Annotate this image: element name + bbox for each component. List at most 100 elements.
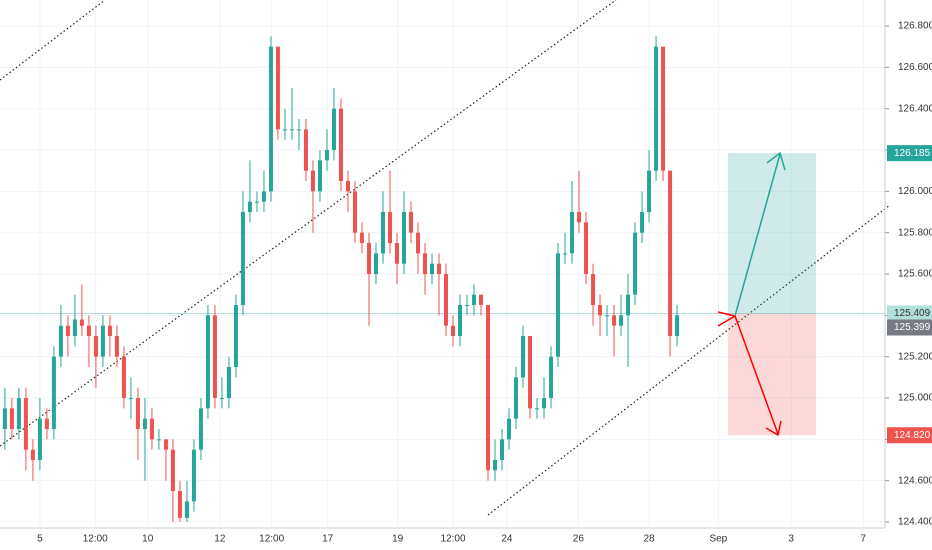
- candle-body: [86, 325, 91, 337]
- candle-body: [240, 212, 245, 306]
- candle-body: [9, 408, 14, 430]
- x-tick-label: 3: [788, 534, 794, 545]
- candle-body: [422, 253, 427, 275]
- stop-zone: [728, 313, 816, 436]
- price-label: 125.409: [894, 308, 931, 319]
- candle-body: [408, 212, 413, 233]
- candle-body: [436, 263, 441, 275]
- x-tick-label: 17: [322, 534, 334, 545]
- price-label: 126.185: [894, 148, 931, 159]
- candle-body: [282, 129, 287, 131]
- candle-body: [472, 294, 477, 306]
- candle-body: [352, 191, 357, 233]
- candle-body: [30, 449, 35, 461]
- x-tick-label: 5: [37, 534, 43, 545]
- candle-body: [58, 325, 63, 357]
- candle-body: [366, 243, 371, 275]
- candle-body: [570, 212, 575, 254]
- candle-body: [661, 46, 666, 171]
- x-tick-label: 12:00: [259, 534, 284, 545]
- candle-body: [458, 305, 463, 337]
- axes: 124.400124.600124.800125.000125.200125.4…: [37, 21, 932, 545]
- candle-body: [72, 319, 77, 337]
- candle-body: [359, 232, 364, 244]
- candle-body: [317, 160, 322, 192]
- candle-body: [633, 232, 638, 295]
- candle-body: [338, 108, 343, 182]
- candle-body: [114, 336, 119, 357]
- candle-body: [493, 460, 498, 471]
- x-tick-label: 12:00: [83, 534, 108, 545]
- x-tick-label: Sep: [709, 534, 727, 545]
- candle-body: [500, 439, 505, 461]
- price-label-box: [887, 145, 932, 162]
- candle-body: [177, 491, 182, 518]
- candle-body: [507, 418, 512, 440]
- candle-body: [2, 408, 7, 430]
- candle-body: [275, 46, 280, 130]
- y-tick-label: 124.600: [898, 475, 932, 486]
- candle-body: [577, 212, 582, 223]
- channel-line: [487, 204, 891, 516]
- candle-body: [331, 108, 336, 151]
- candle-body: [563, 253, 568, 255]
- candle-body: [640, 212, 645, 233]
- candle-body: [619, 315, 624, 326]
- candle-body: [654, 46, 659, 171]
- candle-body: [149, 418, 154, 440]
- candle-body: [668, 170, 673, 337]
- candle-body: [37, 418, 42, 461]
- target-zone: [728, 153, 816, 314]
- x-tick-label: 12: [214, 534, 226, 545]
- candle-body: [247, 201, 252, 213]
- candle-body: [268, 46, 273, 192]
- y-tick-label: 126.000: [898, 186, 932, 197]
- candle-body: [528, 336, 533, 409]
- candle-body: [415, 232, 420, 254]
- arrows: [717, 151, 786, 437]
- candle-body: [121, 356, 126, 399]
- candle-body: [261, 191, 266, 202]
- channel-line: [0, 0, 617, 447]
- candle-body: [163, 439, 168, 450]
- candle-body: [451, 325, 456, 337]
- price-label: 125.399: [894, 322, 931, 333]
- candle-body: [429, 263, 434, 275]
- candle-body: [219, 398, 224, 400]
- candle-body: [303, 129, 308, 171]
- price-label-box: [887, 305, 932, 322]
- price-label-box: [887, 319, 932, 336]
- candle-body: [212, 315, 217, 399]
- candle-body: [549, 356, 554, 399]
- candle-body: [226, 367, 231, 399]
- candle-body: [514, 377, 519, 419]
- x-tick-label: 28: [643, 534, 655, 545]
- candle-body: [535, 408, 540, 410]
- y-tick-label: 124.400: [898, 517, 932, 528]
- x-tick-label: 12:00: [440, 534, 465, 545]
- candle-body: [401, 212, 406, 264]
- candle-body: [198, 408, 203, 450]
- candle-body: [128, 398, 133, 400]
- candle-body: [584, 222, 589, 275]
- candle-body: [296, 129, 301, 131]
- candle-body: [44, 418, 49, 430]
- candle-body: [324, 150, 329, 161]
- candle-body: [205, 315, 210, 409]
- candle-body: [387, 212, 392, 244]
- candle-body: [156, 439, 161, 441]
- candle-body: [612, 315, 617, 326]
- candle-body: [556, 253, 561, 357]
- y-tick-label: 126.800: [898, 21, 932, 32]
- candle-body: [675, 315, 680, 337]
- candle-body: [51, 356, 56, 430]
- candle-body: [521, 336, 526, 378]
- candle-body: [479, 294, 484, 306]
- candle-body: [310, 170, 315, 192]
- x-tick-label: 10: [142, 534, 154, 545]
- candles: [2, 36, 680, 523]
- y-tick-label: 125.600: [898, 269, 932, 280]
- y-tick-label: 125.000: [898, 393, 932, 404]
- x-tick-label: 7: [861, 534, 867, 545]
- grid: [0, 0, 885, 528]
